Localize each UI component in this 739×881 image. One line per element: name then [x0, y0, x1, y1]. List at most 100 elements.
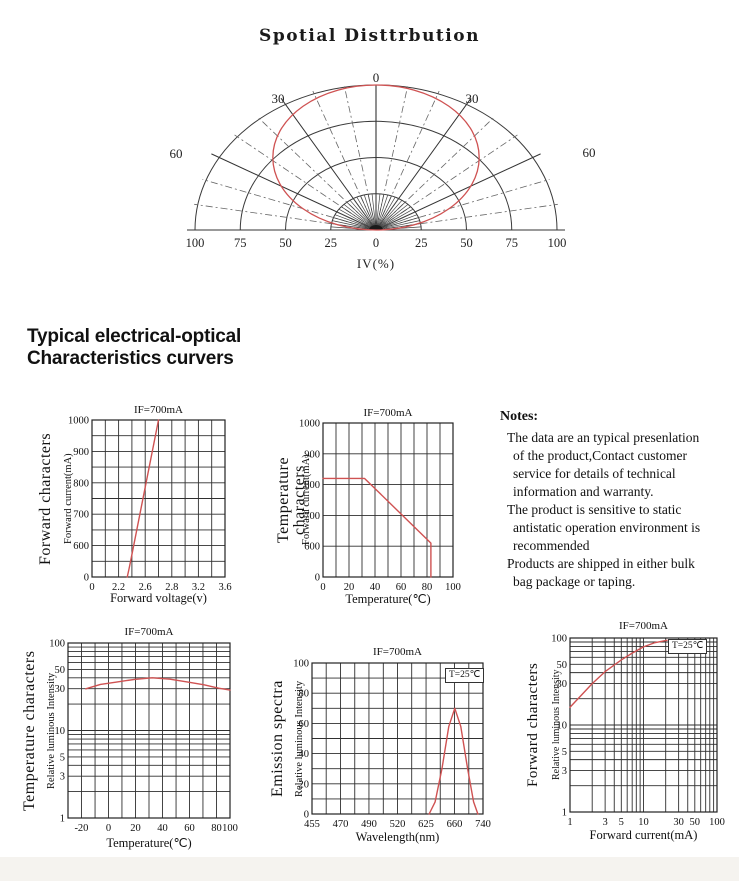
- notes-line: recommended: [513, 538, 590, 553]
- section-heading: Typical electrical-optical Characteristi…: [27, 326, 241, 370]
- y-tick-label: 700: [304, 511, 320, 522]
- section-heading-line2: Characteristics curvers: [27, 348, 234, 369]
- y-tick-label: 0: [315, 573, 320, 584]
- temperature-luminous-chart: Temperature characters Relative luminous…: [10, 620, 272, 860]
- y-tick-label: 800: [73, 478, 89, 489]
- polar-radial-tick-label: 25: [415, 236, 428, 250]
- notes-line: information and warranty.: [513, 484, 654, 499]
- forward-voltage-current-chart: Forward characters Forward current(mA) I…: [30, 400, 280, 612]
- y-tick-label: 30: [55, 684, 66, 695]
- notes-line: The product is sensitive to static: [507, 502, 682, 517]
- plot-border: [311, 662, 484, 815]
- polar-inner-line: [332, 220, 377, 231]
- polar-inner-line: [375, 194, 385, 231]
- polar-inner-line: [375, 208, 414, 231]
- y-tick-label: 1: [562, 808, 567, 819]
- polar-data-curve: [272, 84, 480, 231]
- y-tick-label: 5: [60, 752, 65, 763]
- polar-inner-line: [341, 206, 377, 231]
- x-tick-label: 2.6: [139, 582, 152, 593]
- temperature-annotation: T=25℃: [445, 668, 485, 683]
- data-curve: [322, 477, 432, 578]
- y-tick-label: 0: [304, 810, 309, 821]
- notes-line: Products are shipped in either bulk: [507, 556, 695, 571]
- polar-radial-tick-label: 100: [548, 236, 567, 250]
- chart-condition-label: IF=700mA: [124, 626, 174, 638]
- polar-inner-line: [349, 200, 377, 231]
- polar-inner-line: [375, 200, 403, 231]
- polar-center-dot: [369, 225, 383, 230]
- notes-title: Notes:: [500, 409, 539, 424]
- y-tick-label: 1000: [68, 416, 89, 427]
- y-tick-label: 800: [304, 480, 320, 491]
- plot-border: [322, 422, 454, 578]
- polar-inner-line: [343, 204, 377, 231]
- notes-line: service for details of technical: [513, 466, 676, 481]
- polar-inner-line: [375, 193, 381, 231]
- temperature-derating-chart: Temperature characters Forward current(m…: [270, 400, 520, 612]
- y-tick-label: 100: [293, 659, 309, 670]
- polar-radial-tick-label: 75: [234, 236, 247, 250]
- y-tick-label: 1000: [299, 419, 320, 430]
- notes-line: bag package or taping.: [513, 574, 636, 589]
- y-tick-label: 10: [557, 721, 568, 732]
- x-tick-label: 3.6: [218, 582, 231, 593]
- y-tick-label: 1: [60, 814, 65, 825]
- chart-condition-label: IF=700mA: [373, 646, 422, 658]
- notes-line: of the product,Contact customer: [513, 448, 687, 463]
- x-tick-label: 1: [567, 817, 572, 828]
- polar-inner-line: [346, 201, 377, 231]
- section-heading-line1: Typical electrical-optical: [27, 326, 242, 347]
- notes-lines: The data are an typical presenlation of t…: [500, 429, 738, 591]
- spatial-distribution-title: Spotial Disttrbution: [259, 26, 480, 46]
- x-tick-label: 20: [130, 823, 141, 834]
- data-curve: [569, 639, 668, 708]
- page-bottom-strip: [0, 857, 739, 881]
- polar-inner-line: [375, 196, 396, 231]
- x-tick-label: 80: [211, 823, 222, 834]
- polar-radial-tick-label: 75: [506, 236, 519, 250]
- y-tick-label: 60: [299, 719, 310, 730]
- x-tick-label: 490: [361, 819, 377, 830]
- x-tick-label: 2.2: [112, 582, 125, 593]
- x-tick-label: 10: [638, 817, 649, 828]
- polar-inner-line: [338, 208, 377, 231]
- y-tick-label: 0: [84, 573, 89, 584]
- x-tick-label: 2.8: [165, 582, 178, 593]
- polar-angle-label: 30: [272, 91, 285, 106]
- x-tick-label: 0: [106, 823, 111, 834]
- x-tick-label: 60: [396, 582, 407, 593]
- x-tick-label: 5: [619, 817, 624, 828]
- polar-angle-label: 30: [466, 91, 479, 106]
- polar-radial-tick-label: 100: [186, 236, 205, 250]
- x-tick-label: 3.2: [192, 582, 205, 593]
- chart-x-axis-label: Forward current(mA): [589, 828, 698, 842]
- plot-area: 455 470 490 520 625 660 740 100 80 60 40 20 0: [293, 659, 491, 831]
- x-tick-label: 30: [673, 817, 684, 828]
- polar-inner-line: [333, 217, 377, 231]
- polar-inner-line: [375, 194, 389, 231]
- plot-area: 0 2.2 2.6 2.8 3.2 3.6 1000 900 800 700 600 0: [68, 416, 232, 594]
- polar-angle-label: 60: [583, 145, 596, 160]
- temperature-annotation: T=25℃: [668, 639, 708, 654]
- y-tick-label: 10: [55, 726, 66, 737]
- y-tick-label: 40: [299, 749, 310, 760]
- data-curve: [126, 419, 160, 578]
- emission-spectra-chart: Emission spectra Relative luminous Inten…: [262, 622, 504, 860]
- plot-area: 0 20 40 60 80 100 1000 900 800 700 600 0: [299, 419, 461, 594]
- x-tick-label: 100: [709, 817, 725, 828]
- y-tick-label: 5: [562, 747, 567, 758]
- x-tick-label: 740: [475, 819, 491, 830]
- polar-inner-line: [336, 211, 377, 231]
- x-tick-label: 455: [304, 819, 320, 830]
- notes-line: antistatic operation environment is: [513, 520, 701, 535]
- spatial-distribution-polar-chart: 0 30 30 60 60 100 75 50 25 0 25 50 75 100 IV(%): [150, 70, 602, 280]
- y-tick-label: 900: [304, 449, 320, 460]
- polar-radial-tick-label: 0: [373, 236, 379, 250]
- y-tick-label: 20: [299, 779, 310, 790]
- x-tick-label: 20: [344, 582, 355, 593]
- polar-axis-title: IV(%): [357, 256, 395, 271]
- polar-radial-tick-label: 50: [279, 236, 292, 250]
